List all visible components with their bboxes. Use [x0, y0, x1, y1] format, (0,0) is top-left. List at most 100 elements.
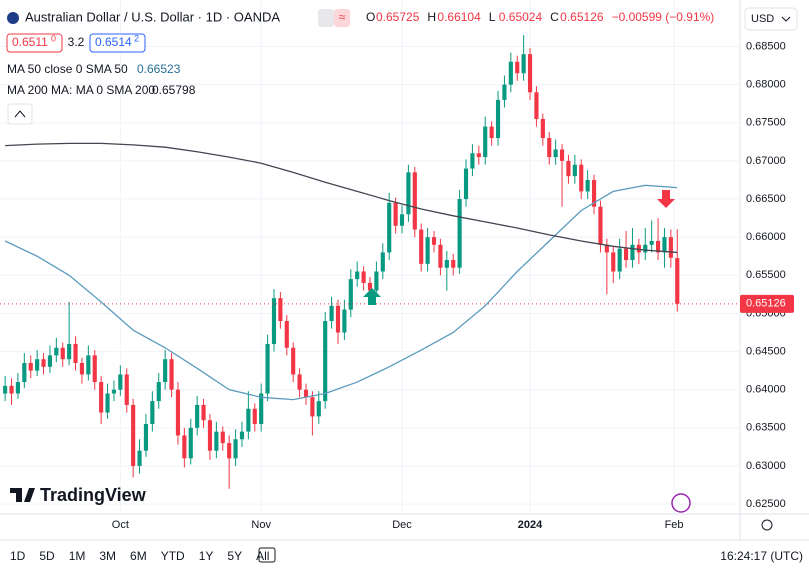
- alert-icon[interactable]: [671, 493, 691, 513]
- candle-body: [521, 54, 526, 74]
- candle-body: [323, 321, 328, 402]
- candle-body: [566, 160, 571, 177]
- candle-body: [60, 347, 65, 360]
- candle-body: [201, 404, 206, 421]
- range-button[interactable]: 1Y: [199, 549, 214, 563]
- logo-mark: [10, 488, 35, 502]
- candle-body: [278, 298, 283, 322]
- candle-body: [92, 355, 97, 383]
- y-tick-label: 0.66500: [746, 193, 786, 205]
- candle-body: [188, 427, 193, 459]
- candle-body: [540, 118, 545, 139]
- range-button[interactable]: 3M: [99, 549, 116, 563]
- candle-body: [572, 164, 577, 177]
- candle-body: [54, 347, 59, 356]
- candle-body: [559, 149, 565, 161]
- candle-body: [22, 363, 27, 383]
- ask-box[interactable]: [89, 33, 146, 53]
- candle-body: [15, 382, 21, 394]
- candle-body: [380, 252, 385, 272]
- candle-body: [156, 382, 161, 402]
- ohlc-value: 0.65725: [376, 10, 420, 24]
- spread: 3.2: [68, 35, 85, 49]
- candle-body: [67, 343, 72, 360]
- y-tick-label: 0.63500: [746, 422, 786, 434]
- candle-body: [444, 260, 449, 268]
- candle-body: [335, 305, 341, 333]
- candle-body: [463, 168, 469, 200]
- range-button[interactable]: YTD: [161, 549, 185, 563]
- ohlc-label: H: [427, 10, 436, 24]
- candle-body: [195, 404, 200, 428]
- candle-body: [73, 343, 78, 364]
- y-tick-label: 0.64500: [746, 345, 786, 357]
- range-button[interactable]: All: [256, 549, 269, 563]
- button[interactable]: [318, 9, 334, 27]
- candle-body: [636, 244, 641, 253]
- collapse-button[interactable]: [7, 103, 33, 125]
- candle-body: [227, 443, 232, 459]
- x-tick-label: Nov: [251, 519, 271, 531]
- ohlc-label: C: [550, 10, 559, 24]
- x-tick-label: 2024: [518, 519, 543, 531]
- ma-value: 0.65798: [152, 83, 196, 97]
- buy-arrow: [363, 288, 381, 305]
- icon: [781, 16, 791, 22]
- candle-body: [617, 248, 622, 272]
- ohlc-value: 0.65126: [560, 10, 604, 24]
- ma-value: 0.66523: [137, 62, 181, 76]
- candle-body: [502, 84, 507, 100]
- settings-icon[interactable]: [761, 519, 773, 531]
- candle-body: [41, 359, 46, 367]
- clock: 16:24:17 (UTC): [720, 549, 803, 563]
- candle-body: [438, 244, 443, 268]
- candle-body: [361, 271, 366, 283]
- ma-label: MA 200 MA: MA 0 SMA 200: [7, 83, 155, 97]
- candle-body: [579, 164, 584, 192]
- calendar-icon[interactable]: [258, 547, 276, 563]
- candle-body: [265, 343, 270, 394]
- range-button[interactable]: 6M: [130, 549, 147, 563]
- ask-sup: 2: [134, 33, 139, 43]
- icon: ≈: [339, 10, 346, 24]
- candle-body: [655, 240, 661, 253]
- candle-body: [86, 355, 91, 375]
- candle-body: [9, 385, 14, 394]
- candle-body: [284, 321, 289, 348]
- y-tick-label: 0.67500: [746, 117, 786, 129]
- candle-body: [527, 54, 533, 93]
- icon: [14, 110, 26, 118]
- range-button[interactable]: 1D: [10, 549, 26, 563]
- candle-body: [316, 401, 321, 417]
- candle-body: [662, 237, 667, 253]
- candle-body: [329, 305, 334, 322]
- bid-box[interactable]: [6, 33, 63, 53]
- candle-body: [47, 355, 53, 367]
- y-tick-label: 0.66000: [746, 231, 786, 243]
- candle-body: [348, 279, 353, 310]
- candle-body: [220, 431, 225, 444]
- candle-body: [515, 61, 520, 74]
- candle-body: [3, 385, 8, 394]
- currency-select[interactable]: [744, 7, 798, 31]
- candle-body: [508, 61, 513, 85]
- sell-arrow: [657, 190, 675, 208]
- range-button[interactable]: 5D: [39, 549, 55, 563]
- range-button[interactable]: 1M: [69, 549, 86, 563]
- last-price-label: 0.65126: [746, 298, 786, 310]
- candle-body: [342, 309, 347, 333]
- candle-body: [111, 389, 117, 394]
- candle-body: [483, 126, 488, 158]
- range-button[interactable]: 5Y: [227, 549, 242, 563]
- candle-body: [611, 252, 616, 272]
- candle-body: [297, 374, 302, 390]
- candle-body: [118, 374, 123, 390]
- ohlc-value: 0.65024: [499, 10, 543, 24]
- y-tick-label: 0.67000: [746, 155, 786, 167]
- candle-body: [623, 248, 629, 261]
- y-tick-label: 0.65500: [746, 269, 786, 281]
- flag-icon: [7, 12, 19, 24]
- button[interactable]: [334, 9, 350, 27]
